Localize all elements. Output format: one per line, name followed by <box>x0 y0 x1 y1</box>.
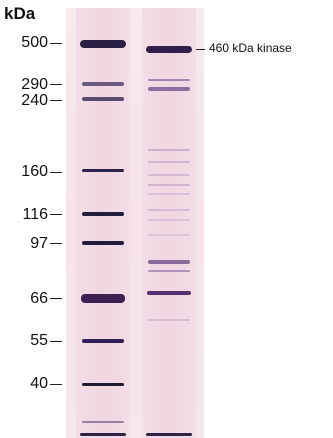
sample-band-b <box>148 87 190 91</box>
mw-tick-500 <box>50 43 62 44</box>
mw-label-55: 55 <box>30 332 48 349</box>
mw-label-160: 160 <box>21 163 48 180</box>
mw-label-40: 40 <box>30 375 48 392</box>
sample-band-kinase <box>146 46 192 53</box>
marker-band-500 <box>80 40 126 48</box>
sample-band-g <box>148 193 190 195</box>
sample-band-e <box>148 174 190 176</box>
annotation-leader <box>196 49 205 50</box>
mw-tick-40 <box>50 384 62 385</box>
axis-title: kDa <box>4 4 36 23</box>
mw-tick-66 <box>50 298 62 299</box>
marker-band-160 <box>82 169 124 172</box>
marker-bands <box>80 40 126 436</box>
marker-band-low <box>82 421 124 423</box>
marker-band-66 <box>81 294 125 303</box>
mw-tick-97 <box>50 243 62 244</box>
marker-band-97 <box>82 241 124 245</box>
mw-tick-160 <box>50 172 62 173</box>
sample-band-f <box>148 184 190 186</box>
mw-label-66: 66 <box>30 290 48 307</box>
mw-ladder: 500 290 240 160 116 97 66 55 40 <box>0 0 76 438</box>
mw-label-240: 240 <box>21 92 48 109</box>
gel-lanes <box>76 8 196 438</box>
gel-image <box>66 8 204 438</box>
sample-band-c <box>148 149 190 151</box>
sample-band-d <box>148 161 190 163</box>
mw-tick-116 <box>50 214 62 215</box>
mw-tick-240 <box>50 100 62 101</box>
marker-band-front <box>80 433 126 436</box>
marker-band-55 <box>82 339 124 343</box>
sample-band-n <box>148 319 190 321</box>
sample-band-j <box>148 234 190 236</box>
mw-label-290: 290 <box>21 76 48 93</box>
sample-band-h <box>148 209 190 211</box>
sample-bands <box>146 46 192 436</box>
mw-tick-290 <box>50 84 62 85</box>
sample-band-i <box>148 219 190 221</box>
marker-band-40 <box>82 383 124 386</box>
sample-band-a <box>148 79 190 81</box>
kinase-annotation: 460 kDa kinase <box>209 41 292 55</box>
sample-band-m <box>147 291 191 295</box>
mw-label-116: 116 <box>22 206 48 223</box>
mw-tick-55 <box>50 341 62 342</box>
marker-lane <box>76 8 130 438</box>
sample-band-front <box>146 433 192 436</box>
sample-lane <box>142 8 196 438</box>
sample-band-l <box>148 270 190 272</box>
marker-band-116 <box>82 212 124 216</box>
marker-band-290 <box>82 82 124 86</box>
marker-band-240 <box>82 97 124 101</box>
mw-label-97: 97 <box>30 235 48 252</box>
mw-label-500: 500 <box>21 34 48 51</box>
sample-band-k <box>148 260 190 264</box>
